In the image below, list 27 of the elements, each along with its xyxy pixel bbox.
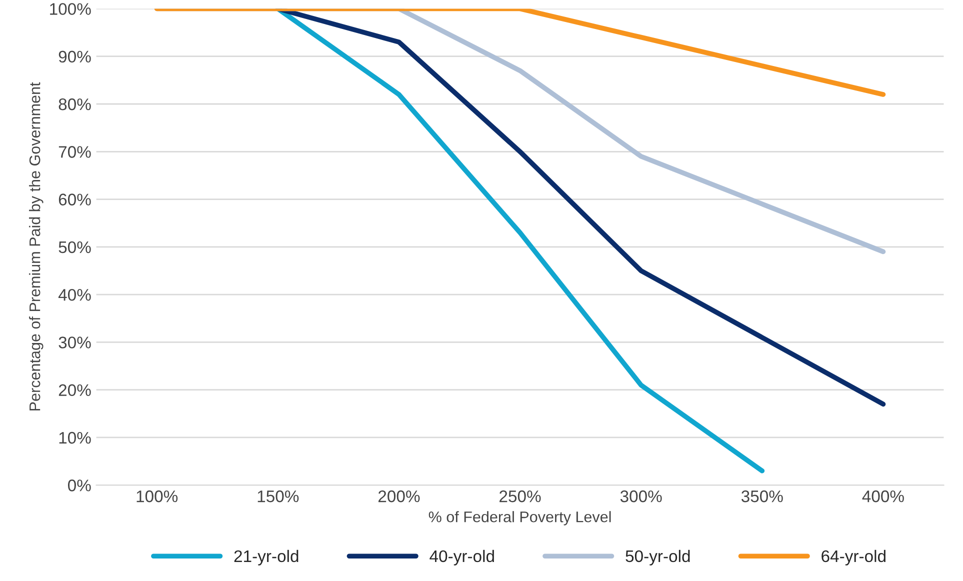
x-axis-title: % of Federal Poverty Level bbox=[428, 511, 611, 526]
legend-label: 64-yr-old bbox=[822, 550, 886, 566]
y-tick-label: 10% bbox=[59, 432, 91, 444]
y-tick-label: 90% bbox=[58, 50, 91, 63]
x-tick-label: 200% bbox=[378, 490, 420, 502]
y-tick-label: 30% bbox=[58, 336, 91, 348]
line-series bbox=[275, 8, 765, 474]
legend-label: 50-yr-old bbox=[626, 550, 690, 566]
x-tick-label: 350% bbox=[741, 490, 783, 502]
x-tick-label: 100% bbox=[136, 490, 178, 502]
x-tick-label: 300% bbox=[620, 490, 662, 502]
y-tick-label: 20% bbox=[58, 384, 91, 396]
legend-label: 40-yr-old bbox=[430, 550, 494, 566]
y-tick-label: 70% bbox=[58, 146, 91, 158]
x-tick-label: 400% bbox=[862, 490, 904, 502]
y-tick-label: 0% bbox=[68, 480, 91, 492]
legend-label: 21-yr-old bbox=[234, 550, 298, 566]
line-series bbox=[154, 8, 886, 97]
y-tick-label: 100% bbox=[50, 3, 91, 15]
x-tick-label: 250% bbox=[500, 490, 541, 502]
y-tick-label: 50% bbox=[58, 241, 91, 254]
line-series bbox=[275, 8, 886, 407]
y-tick-label: 80% bbox=[58, 98, 91, 110]
y-axis-title: Percentage of Premium Paid by the Government bbox=[29, 82, 44, 410]
x-tick-label: 150% bbox=[258, 490, 299, 502]
y-tick-label: 40% bbox=[58, 288, 91, 301]
y-tick-label: 60% bbox=[58, 194, 91, 206]
